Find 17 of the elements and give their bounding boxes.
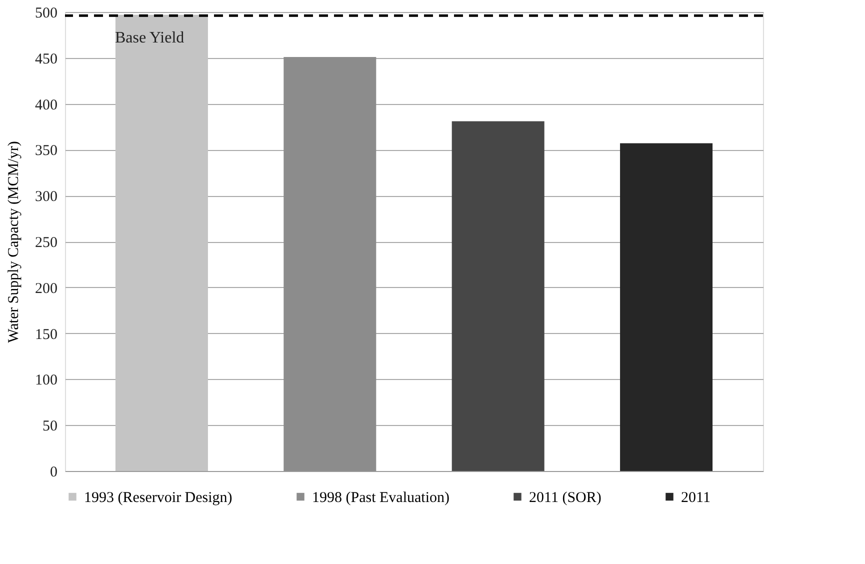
y-tick-label: 100 [35,372,58,389]
legend-label: 1993 (Reservoir Design) [84,490,232,506]
y-tick-label: 150 [35,326,58,343]
y-tick-label: 450 [35,51,58,68]
legend-label: 2011 [681,490,710,506]
legend-label: 1998 (Past Evaluation) [312,490,450,506]
y-axis-title: Water Supply Capacty (MCM/yr) [6,141,22,343]
y-tick-label: 350 [35,143,58,160]
y-tick-label: 50 [42,418,58,435]
y-tick-label: 200 [35,280,58,297]
y-tick-label: 400 [35,97,58,114]
y-tick-label: 250 [35,235,58,251]
legend-label: 2011 (SOR) [529,490,602,506]
ref-line-label: Base Yield [115,30,184,47]
y-tick-label: 0 [50,464,58,480]
y-tick-label: 300 [35,189,58,206]
y-tick-label: 500 [35,6,58,22]
